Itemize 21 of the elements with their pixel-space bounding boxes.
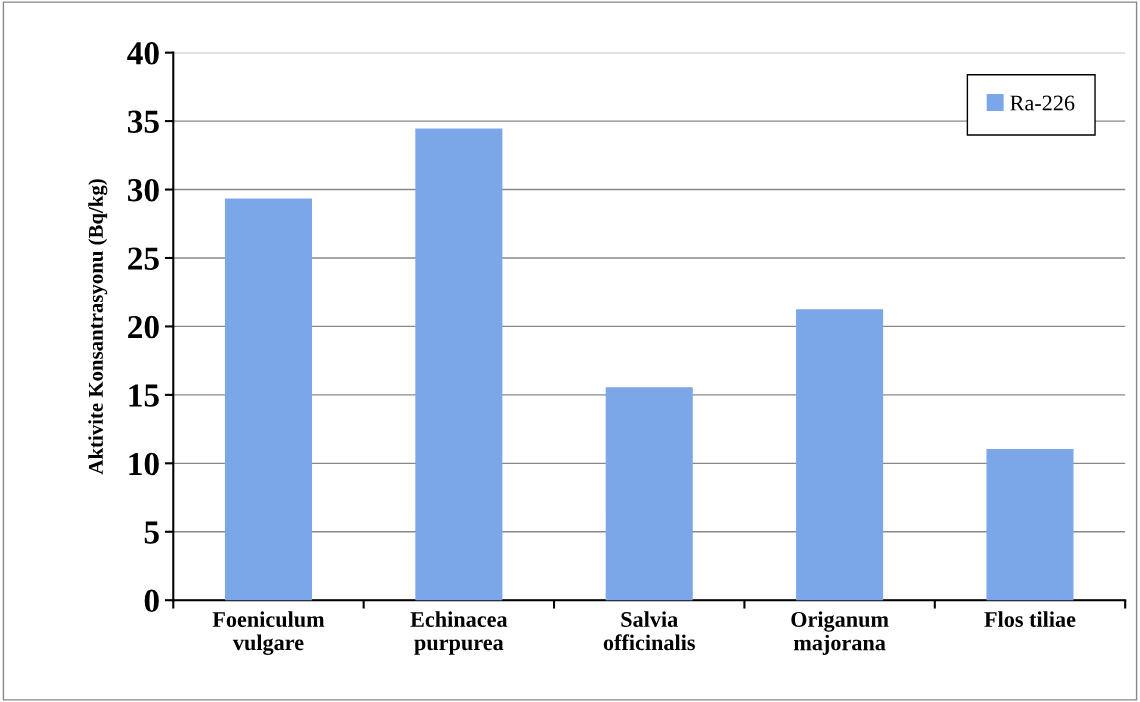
- y-tick-label: 35: [128, 110, 159, 133]
- legend-label: Ra-226: [1010, 95, 1075, 111]
- bar: [415, 128, 503, 601]
- x-tick-label: Salvia officinalis: [603, 611, 695, 651]
- bar: [796, 309, 884, 601]
- y-axis-title: Aktivite Konsantrasyonu (Bq/kg): [88, 179, 108, 475]
- y-tick-label: 5: [144, 521, 159, 544]
- y-tick-label: 40: [127, 42, 159, 65]
- x-tick-label: Foeniculum vulgare: [212, 611, 325, 655]
- y-tick-label: 20: [128, 315, 159, 339]
- bar: [605, 387, 693, 601]
- y-tick-label: 30: [128, 178, 159, 202]
- y-tick-label: 10: [129, 452, 159, 476]
- y-tick-label: 0: [144, 589, 159, 613]
- y-tick-label: 25: [128, 247, 159, 270]
- x-tick-label: Flos tiliae: [984, 611, 1076, 627]
- bar: [224, 198, 313, 601]
- x-tick-label: Origanum majorana: [791, 611, 889, 655]
- bar: [986, 448, 1074, 601]
- y-tick-label: 15: [129, 384, 159, 407]
- x-tick-label: Echinacea purpurea: [410, 611, 508, 655]
